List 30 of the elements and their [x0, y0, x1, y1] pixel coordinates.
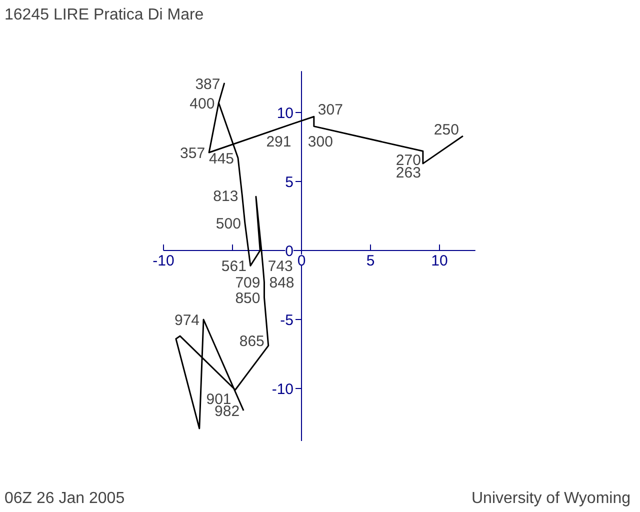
annotation: 974: [174, 312, 200, 329]
annotation: 445: [208, 150, 234, 168]
annotation: 291: [266, 134, 292, 151]
annotation: 307: [318, 102, 343, 119]
x-tick-label: -10: [152, 252, 174, 270]
annotation: 813: [213, 188, 238, 205]
x-tick-label: 0: [297, 252, 306, 270]
y-tick-label: -5: [280, 312, 294, 329]
annotation: 743: [268, 258, 293, 276]
annotation: 850: [235, 290, 260, 307]
annotation: 709: [235, 274, 260, 292]
annotation: 387: [195, 76, 220, 94]
x-tick-label: 5: [366, 252, 375, 270]
x-tick-label: 10: [431, 252, 448, 270]
y-tick-label: -10: [272, 381, 294, 398]
annotation: 982: [214, 403, 240, 420]
annotation: 500: [216, 215, 241, 232]
y-tick-label: 5: [285, 174, 294, 191]
annotation: 357: [180, 145, 206, 162]
annotation: 300: [308, 133, 333, 150]
chart-title: 16245 LIRE Pratica Di Mare: [4, 6, 204, 24]
y-tick-label: 10: [276, 105, 294, 122]
annotation: 848: [269, 274, 294, 292]
annotation: 250: [434, 121, 459, 138]
text: University of Wyoming: [471, 490, 631, 507]
annotation: 263: [396, 164, 421, 182]
annotation: 561: [221, 258, 246, 276]
annotation: 400: [190, 95, 215, 112]
text: 06Z 26 Jan 2005: [4, 490, 125, 507]
annotation: 865: [239, 333, 264, 350]
